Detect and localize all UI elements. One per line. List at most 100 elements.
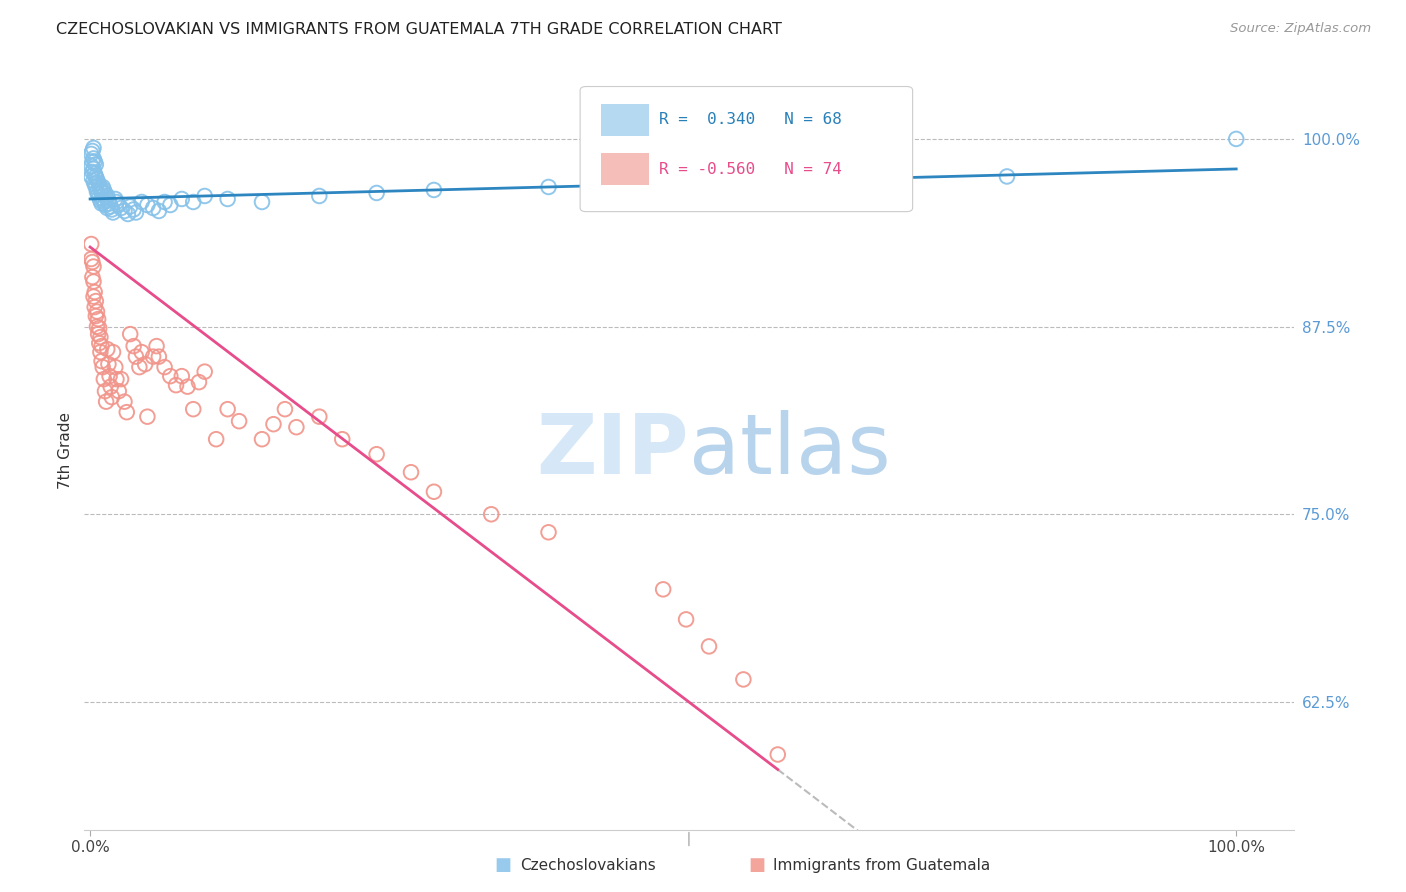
Point (122, 202, 145, 217)
Point (205, 432, 228, 446)
Point (94, 384, 117, 399)
Point (366, 186, 388, 200)
Point (110, 372, 132, 386)
Point (87, 176, 110, 190)
Point (83, 300, 105, 314)
Text: Immigrants from Guatemala: Immigrants from Guatemala (773, 858, 991, 872)
Point (82, 270, 104, 285)
Point (110, 201, 132, 215)
Point (285, 420, 308, 434)
Text: ZIP: ZIP (537, 410, 689, 491)
Point (131, 194, 153, 209)
Point (94, 190, 117, 204)
Point (86, 172, 108, 186)
Point (105, 372, 128, 386)
Point (100, 199, 122, 213)
Point (114, 204, 136, 219)
Point (91, 360, 114, 375)
Point (675, 612, 697, 626)
Point (125, 350, 148, 364)
Point (105, 194, 128, 209)
Point (86, 319, 108, 334)
Point (82, 255, 104, 269)
Point (80, 237, 103, 252)
Point (93, 372, 115, 386)
Point (83, 154, 105, 169)
Point (766, 747, 789, 762)
Point (107, 384, 129, 399)
Point (82, 144, 104, 158)
Point (90, 185, 112, 199)
Text: CZECHOSLOVAKIAN VS IMMIGRANTS FROM GUATEMALA 7TH GRADE CORRELATION CHART: CZECHOSLOVAKIAN VS IMMIGRANTS FROM GUATE… (56, 22, 782, 37)
Point (83, 177, 105, 191)
Point (86, 185, 108, 199)
Point (83, 174, 105, 188)
Point (101, 202, 124, 217)
Point (83, 260, 105, 274)
Point (83, 141, 105, 155)
Point (97, 194, 120, 208)
Point (94, 186, 117, 200)
Point (93, 194, 115, 209)
Point (117, 207, 139, 221)
Point (87, 327, 110, 342)
Y-axis label: 7th Grade: 7th Grade (58, 412, 73, 489)
Point (80, 147, 103, 161)
Text: atlas: atlas (689, 410, 890, 491)
Point (733, 673, 755, 687)
Point (537, 180, 560, 194)
Point (89, 336, 111, 351)
Point (80, 252, 103, 266)
Point (84, 180, 107, 194)
Point (83, 152, 105, 166)
Point (263, 417, 285, 432)
Point (97, 357, 120, 371)
Point (84, 169, 107, 184)
Text: ■: ■ (495, 856, 512, 874)
Point (128, 360, 150, 375)
Point (89, 345, 111, 359)
Point (148, 204, 170, 219)
Text: R =  0.340   N = 68: R = 0.340 N = 68 (659, 112, 842, 128)
Point (125, 205, 148, 219)
Text: ■: ■ (748, 856, 765, 874)
Point (217, 402, 239, 417)
Point (652, 582, 675, 597)
Point (188, 375, 211, 389)
Point (101, 205, 124, 219)
Point (89, 194, 111, 208)
Point (366, 447, 388, 461)
Point (83, 166, 105, 180)
Point (153, 360, 176, 375)
Point (176, 379, 198, 393)
Point (181, 402, 204, 417)
Point (250, 194, 273, 209)
Point (423, 484, 446, 499)
Point (91, 180, 114, 194)
Point (308, 189, 330, 203)
Point (159, 198, 181, 212)
Point (142, 350, 165, 364)
Point (89, 190, 111, 204)
Point (1225, 132, 1247, 146)
Point (94, 198, 117, 212)
Point (194, 189, 217, 203)
Point (101, 390, 124, 404)
Point (98, 369, 121, 384)
Point (80, 169, 103, 184)
Point (330, 432, 353, 446)
Point (114, 394, 136, 409)
Point (89, 330, 111, 344)
FancyBboxPatch shape (581, 87, 912, 211)
Point (120, 327, 142, 342)
Point (766, 174, 789, 188)
Point (100, 379, 122, 393)
Point (83, 161, 105, 176)
Point (83, 289, 105, 303)
Text: R = -0.560   N = 74: R = -0.560 N = 74 (659, 161, 842, 177)
Point (90, 196, 112, 211)
Point (87, 312, 110, 326)
Point (82, 154, 104, 169)
Point (697, 640, 720, 654)
Point (537, 525, 560, 540)
